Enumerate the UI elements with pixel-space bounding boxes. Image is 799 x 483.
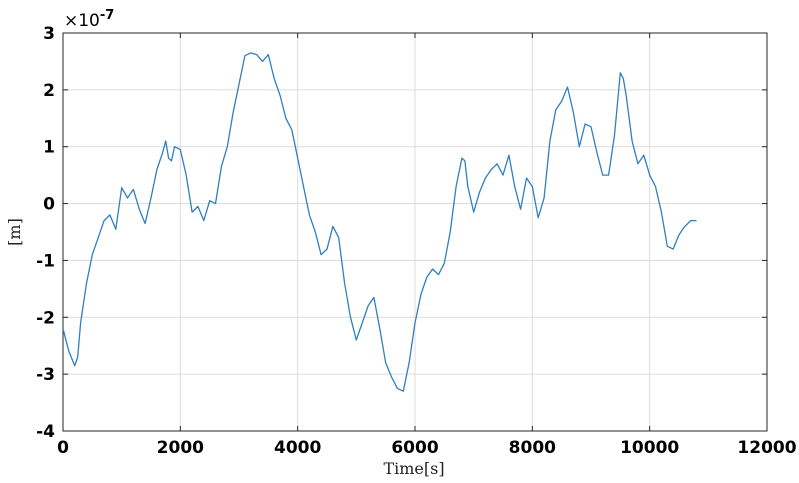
y-tick-label: -2 [36, 308, 55, 328]
series-layer [62, 52, 697, 392]
x-axis-label: Time[s] [383, 459, 444, 478]
y-tick-label: 1 [43, 138, 55, 158]
x-tick-labels: 0 2000 4000 6000 8000 10000 12000 [57, 438, 797, 458]
x-tick-label: 12000 [737, 438, 796, 458]
y-tick-label: -1 [36, 251, 55, 271]
y-tick-label: 2 [43, 81, 55, 101]
y-tick-label: 0 [43, 195, 55, 215]
series-line-0 [62, 52, 697, 392]
y-tick-label: 3 [43, 24, 55, 44]
x-tick-label: 4000 [274, 438, 321, 458]
y-exponent-label: ×10-7 [64, 8, 114, 31]
y-axis-label: [m] [5, 218, 24, 246]
y-exponent-value: -7 [100, 8, 114, 23]
x-tick-label: 0 [57, 438, 69, 458]
x-tick-label: 2000 [157, 438, 204, 458]
grid-lines [62, 32, 768, 432]
y-tick-label: -4 [36, 422, 55, 442]
x-tick-label: 10000 [620, 438, 679, 458]
x-tick-label: 6000 [391, 438, 438, 458]
y-tick-label: -3 [36, 365, 55, 385]
y-exponent-prefix: ×10 [64, 11, 100, 31]
x-tick-label: 8000 [509, 438, 556, 458]
y-tick-labels: -4 -3 -2 -1 0 1 2 3 [36, 24, 55, 442]
axis-ticks [62, 32, 768, 432]
